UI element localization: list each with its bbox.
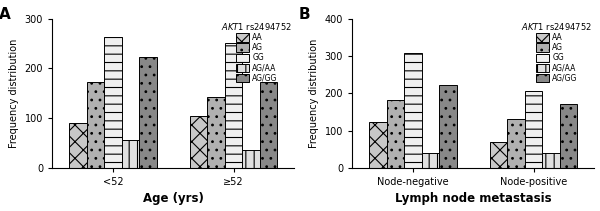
Bar — [122, 141, 139, 168]
Bar — [387, 100, 404, 168]
X-axis label: Age (yrs): Age (yrs) — [143, 192, 203, 206]
Y-axis label: Frequency distribution: Frequency distribution — [9, 39, 19, 148]
Bar — [242, 150, 260, 168]
Legend: AA, AG, GG, AG/AA, AG/GG: AA, AG, GG, AG/AA, AG/GG — [520, 19, 593, 84]
Bar — [560, 104, 577, 168]
Bar — [139, 57, 157, 168]
Bar — [542, 153, 560, 168]
Bar — [422, 153, 439, 168]
Bar — [439, 85, 457, 168]
Bar — [104, 37, 122, 168]
Bar — [87, 82, 104, 168]
Bar — [404, 53, 422, 168]
Bar — [260, 82, 277, 168]
Bar — [190, 116, 208, 168]
Bar — [225, 43, 242, 168]
Bar — [525, 91, 542, 168]
Y-axis label: Frequency distribution: Frequency distribution — [309, 39, 319, 148]
Bar — [370, 122, 387, 168]
X-axis label: Lymph node metastasis: Lymph node metastasis — [395, 192, 551, 206]
Bar — [490, 142, 508, 168]
Bar — [70, 123, 87, 168]
Text: A: A — [0, 7, 10, 22]
Legend: AA, AG, GG, AG/AA, AG/GG: AA, AG, GG, AG/AA, AG/GG — [220, 19, 293, 84]
Bar — [208, 97, 225, 168]
Text: B: B — [299, 7, 310, 22]
Bar — [508, 119, 525, 168]
